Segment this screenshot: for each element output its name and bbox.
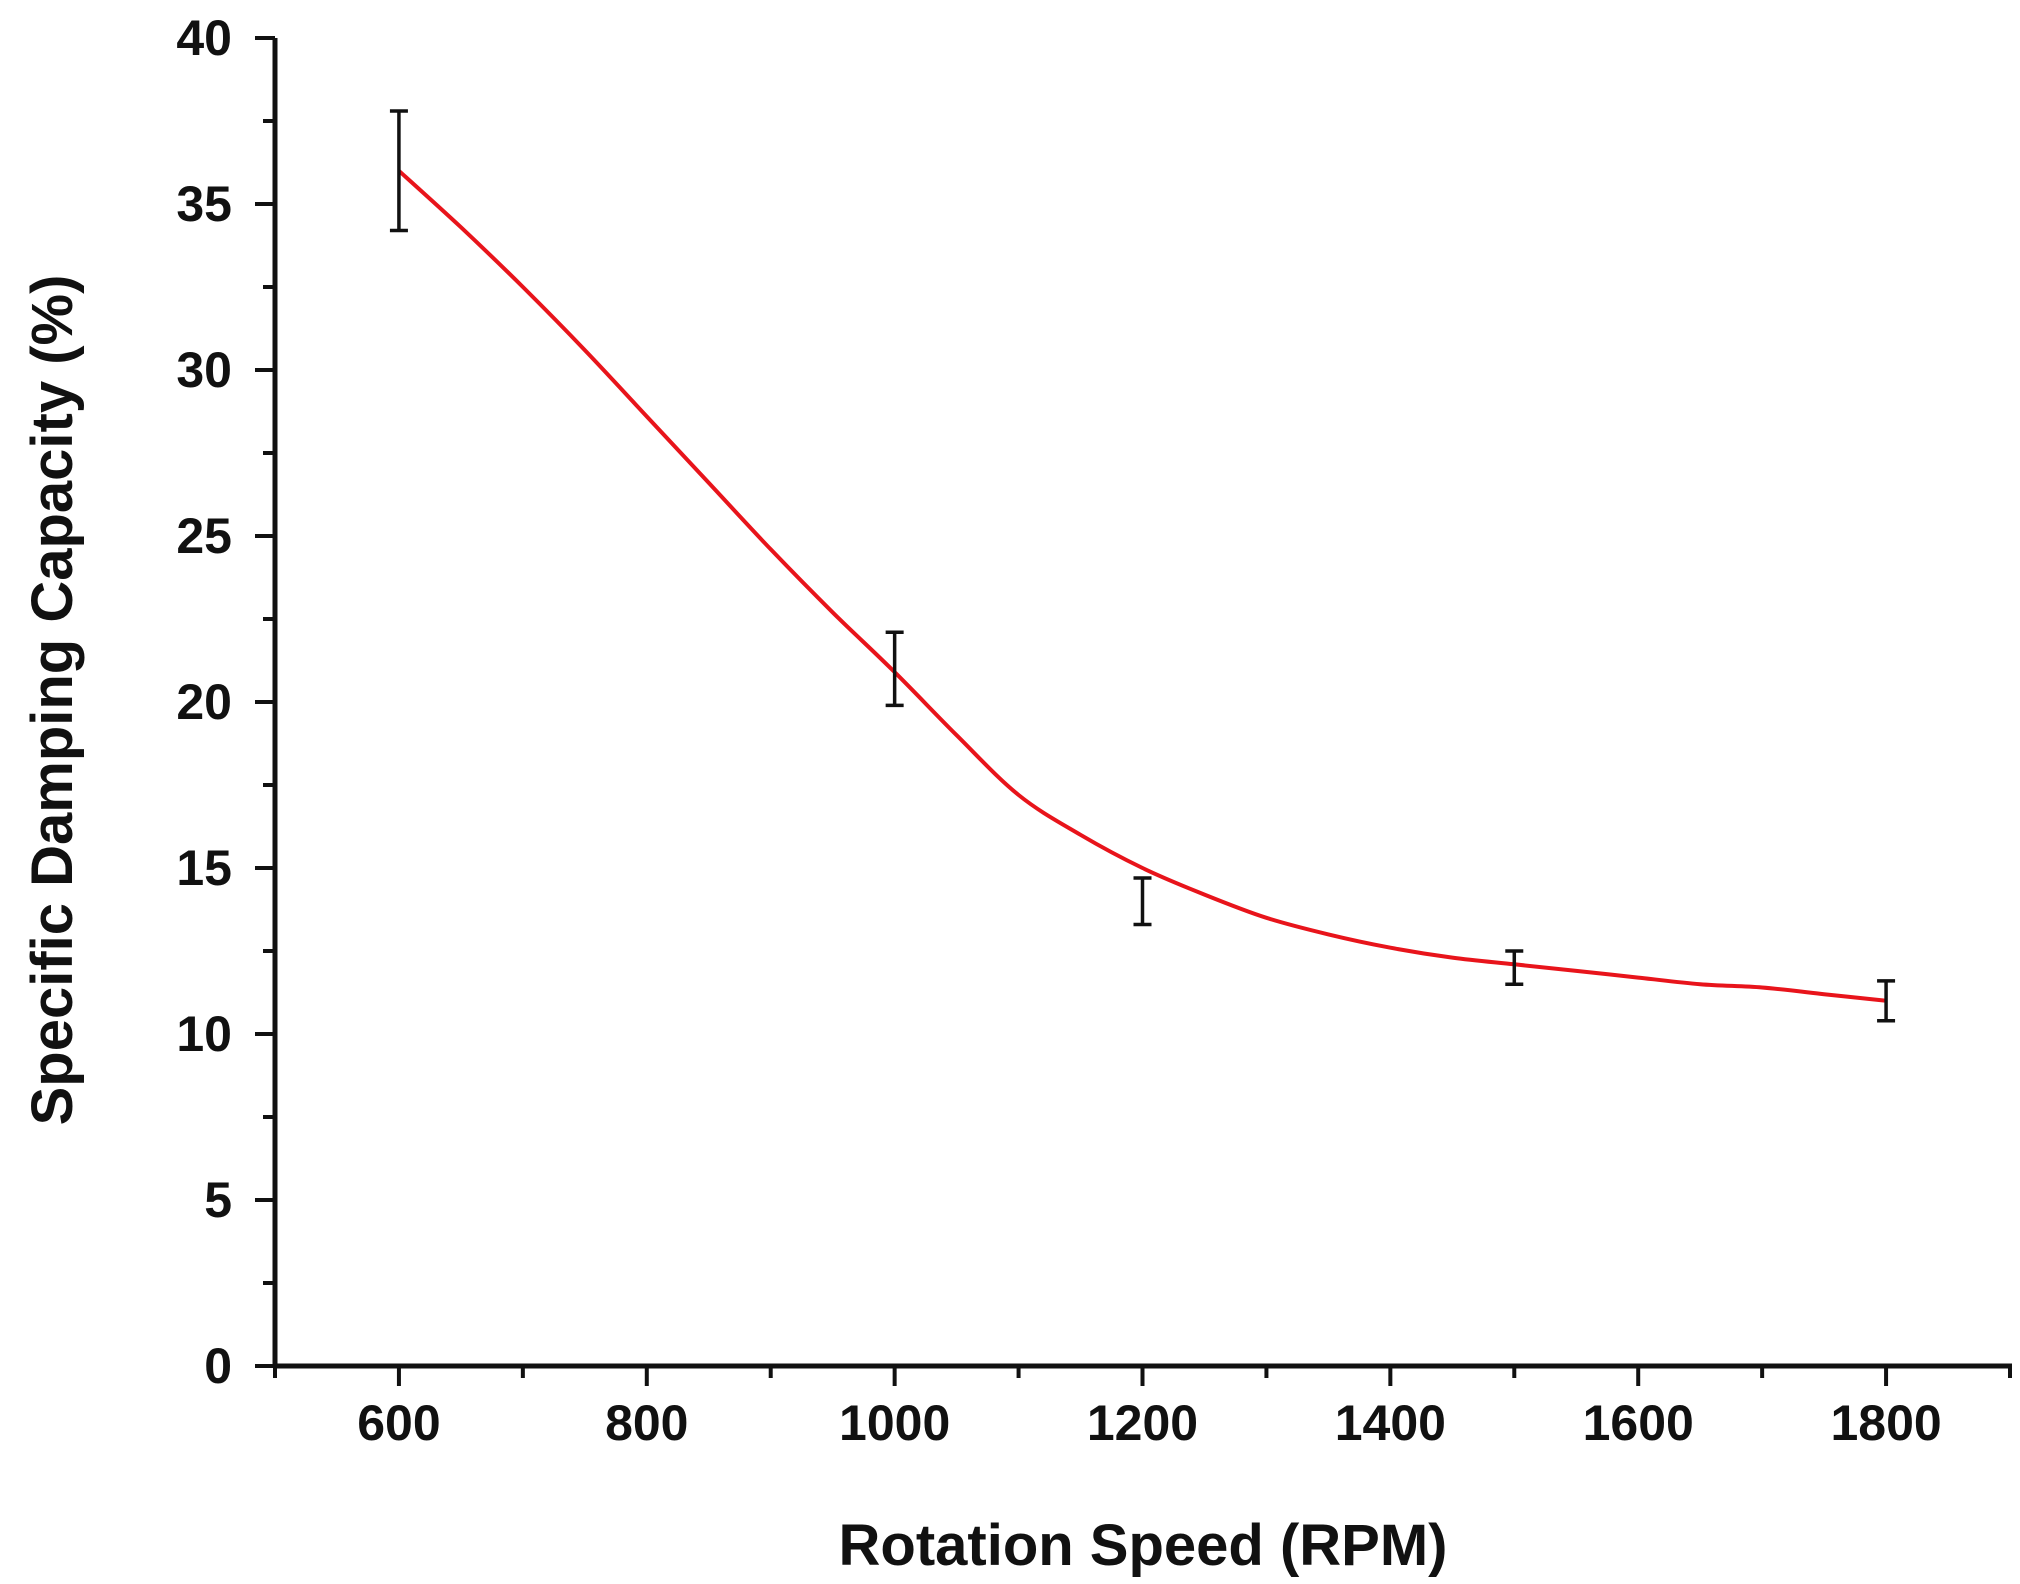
y-tick-labels: 0 5 10 15 20 25 30 35 40 (176, 10, 232, 1394)
y-axis-title: Specific Damping Capacity (%) (20, 275, 85, 1126)
x-tick-label: 1400 (1335, 1395, 1446, 1451)
x-tick-label: 1200 (1087, 1395, 1198, 1451)
y-tick-label: 35 (176, 176, 232, 232)
y-tick-label: 5 (204, 1172, 232, 1228)
plot-frame (272, 38, 2012, 1369)
error-bar (1877, 979, 1896, 1023)
error-bar (885, 630, 904, 708)
y-tick-label: 10 (176, 1006, 232, 1062)
x-tick-label: 1000 (839, 1395, 950, 1451)
error-bar (1133, 876, 1152, 927)
x-axis-title: Rotation Speed (RPM) (839, 1513, 1448, 1578)
x-tick-label: 600 (357, 1395, 440, 1451)
x-tick-label: 1800 (1830, 1395, 1941, 1451)
y-tick-label: 30 (176, 342, 232, 398)
y-tick-label: 20 (176, 674, 232, 730)
x-tick-label: 800 (605, 1395, 688, 1451)
y-tick-label: 15 (176, 840, 232, 896)
y-tick-label: 40 (176, 10, 232, 66)
error-bars (389, 109, 1896, 1023)
x-tick-label: 1600 (1583, 1395, 1694, 1451)
y-ticks (255, 36, 275, 1368)
x-tick-labels: 600 800 1000 1200 1400 1600 1800 (357, 1395, 1941, 1451)
y-tick-label: 0 (204, 1338, 232, 1394)
y-tick-label: 25 (176, 508, 232, 564)
fit-curve-line (397, 169, 1887, 1003)
error-bar (389, 109, 408, 233)
error-bar (1505, 949, 1524, 986)
x-ticks (273, 1366, 2012, 1386)
